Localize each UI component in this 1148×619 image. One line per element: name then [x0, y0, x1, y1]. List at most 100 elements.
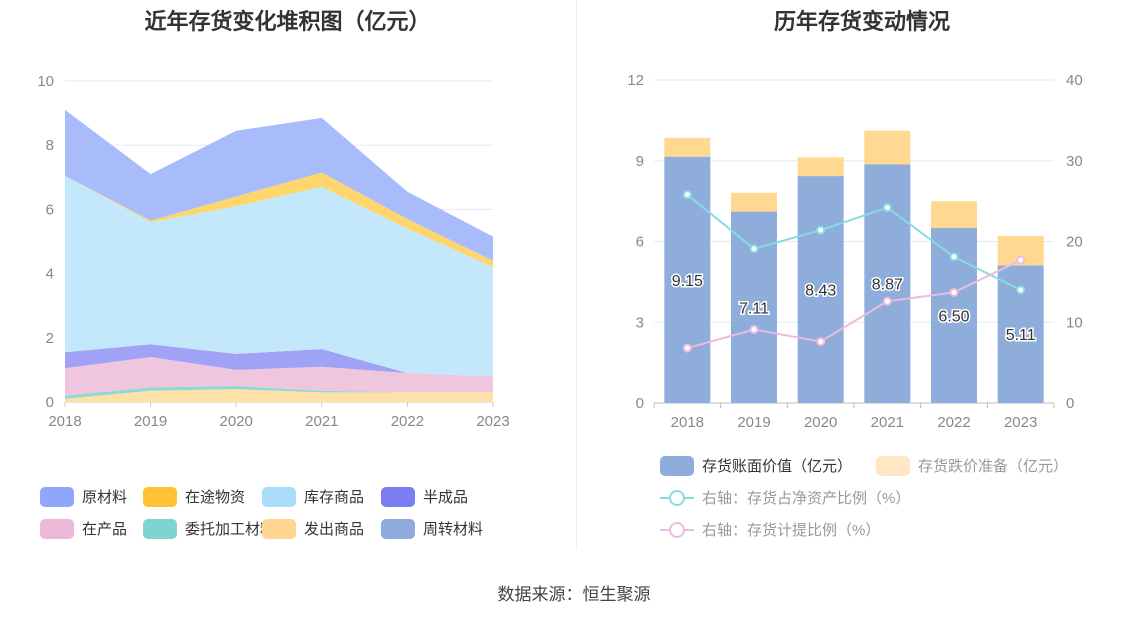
line-point [949, 252, 959, 262]
x-tick-label: 2019 [737, 414, 770, 431]
y-right-tick-label: 10 [1066, 314, 1083, 331]
y-tick-label: 4 [46, 266, 54, 283]
legend-label: 在途物资 [185, 489, 246, 506]
bar [797, 176, 844, 403]
legend-label: 存货跌价准备（亿元） [918, 458, 1069, 475]
bar-value-label: 7.11 [739, 300, 769, 317]
stacked-area-chart: 0 2 4 6 8 10 2018 2019 2020 2021 2022 2023 [37, 73, 509, 430]
legend-swatch [876, 455, 910, 476]
legend-label: 发出商品 [304, 521, 365, 538]
x-tick-label: 2023 [476, 413, 509, 430]
x-tick-label: 2019 [134, 413, 167, 430]
y-tick-label: 2 [46, 330, 54, 347]
line-series [686, 193, 1022, 291]
x-tick-label: 2018 [48, 413, 81, 430]
line-point [1016, 255, 1026, 265]
y-left-tick-label: 6 [636, 234, 644, 251]
legend-label: 委托加工材料 [185, 521, 276, 538]
legend-swatch [143, 518, 177, 539]
legend-swatch [660, 520, 694, 540]
x-tick-label: 2022 [391, 413, 424, 430]
y-right-tick-label: 20 [1066, 234, 1083, 251]
line-point [882, 296, 892, 306]
legend-item[interactable]: 存货跌价准备（亿元） [876, 455, 1068, 476]
stacked-area-chart-panel: 近年存货变化堆积图（亿元） 0 2 4 6 8 10 2018 2019 2020 2021 202… [0, 0, 575, 560]
legend-label: 原材料 [82, 489, 128, 506]
bar [864, 130, 911, 165]
area-series [65, 172, 493, 268]
area-series [65, 385, 493, 399]
legend-item[interactable]: 库存商品 [262, 486, 364, 507]
y-tick-label: 10 [37, 73, 54, 90]
line-series [687, 259, 1022, 350]
legend-item[interactable]: 半成品 [381, 486, 468, 507]
area-series [65, 175, 493, 377]
line-point [749, 244, 759, 254]
legend-label: 存货账面价值（亿元） [702, 458, 853, 475]
y-right-tick-label: 30 [1066, 153, 1083, 170]
legend-swatch [660, 488, 694, 508]
right-chart-title: 历年存货变动情况 [773, 9, 950, 34]
legend-swatch [381, 518, 415, 539]
legend-swatch [40, 518, 74, 539]
x-tick-label: 2018 [671, 414, 704, 431]
bar-value-label: 5.11 [1006, 327, 1036, 344]
x-tick-label: 2022 [937, 414, 970, 431]
area-series [65, 357, 493, 396]
left-chart-title: 近年存货变化堆积图（亿元） [144, 9, 431, 34]
y-right-tick-label: 40 [1066, 72, 1083, 89]
legend-swatch [381, 486, 415, 507]
bar [731, 192, 777, 212]
legend-swatch [660, 455, 694, 476]
legend-label: 库存商品 [304, 489, 365, 506]
legend-item[interactable]: 右轴：存货占净资产比例（%） [660, 487, 910, 508]
legend-item[interactable]: 周转材料 [381, 518, 483, 539]
line-point [882, 203, 892, 213]
legend-item[interactable]: 原材料 [40, 486, 127, 507]
y-left-tick-label: 12 [627, 72, 644, 89]
x-tick-label: 2020 [220, 413, 253, 430]
y-left-tick-label: 9 [636, 153, 644, 170]
y-right-tick-label: 0 [1066, 395, 1074, 412]
line-point [682, 343, 692, 353]
x-tick-label: 2020 [804, 414, 837, 431]
area-series [65, 109, 493, 261]
legend-label: 右轴：存货占净资产比例（%） [702, 490, 911, 507]
legend-item[interactable]: 右轴：存货计提比例（%） [660, 519, 880, 540]
legend-label: 半成品 [423, 489, 469, 506]
x-tick-label: 2021 [871, 414, 904, 431]
legend-label: 右轴：存货计提比例（%） [702, 522, 881, 539]
y-tick-label: 8 [46, 137, 54, 154]
line-point [749, 325, 759, 335]
line-point [682, 190, 692, 200]
legend-swatch [40, 486, 74, 507]
bar-value-label: 9.15 [672, 273, 703, 290]
line-point [816, 225, 826, 235]
legend-item[interactable]: 在产品 [40, 518, 127, 539]
legend-item[interactable]: 发出商品 [262, 518, 364, 539]
legend-item[interactable]: 在途物资 [143, 486, 245, 507]
bar [664, 137, 711, 157]
bar-value-label: 6.50 [938, 309, 969, 326]
area-series [65, 344, 493, 377]
line-point [816, 337, 826, 347]
bar [931, 201, 977, 229]
y-tick-label: 6 [46, 201, 54, 218]
legend-label: 在产品 [82, 521, 128, 538]
legend-item[interactable]: 存货账面价值（亿元） [660, 455, 852, 476]
bar-value-label: 8.87 [872, 277, 903, 294]
data-source: 数据来源：恒生聚源 [497, 585, 651, 604]
bar [797, 157, 844, 177]
panel-divider [576, 0, 577, 550]
y-left-tick-label: 0 [636, 395, 644, 412]
bar-line-chart-panel: 历年存货变动情况 0 3 6 9 12 0 10 20 30 40 2018 2019 2020 2021… [576, 0, 1148, 560]
line-point [949, 287, 959, 297]
bar-line-chart: 0 3 6 9 12 0 10 20 30 40 2018 2019 2020 2021 2022 2023 9… [627, 72, 1083, 431]
x-tick-label: 2021 [305, 413, 338, 430]
y-tick-label: 0 [46, 394, 54, 411]
y-left-tick-label: 3 [636, 314, 644, 331]
legend-item[interactable]: 委托加工材料 [143, 518, 275, 539]
legend-swatch [262, 486, 296, 507]
legend-swatch [143, 486, 177, 507]
legend-label: 周转材料 [423, 521, 484, 538]
